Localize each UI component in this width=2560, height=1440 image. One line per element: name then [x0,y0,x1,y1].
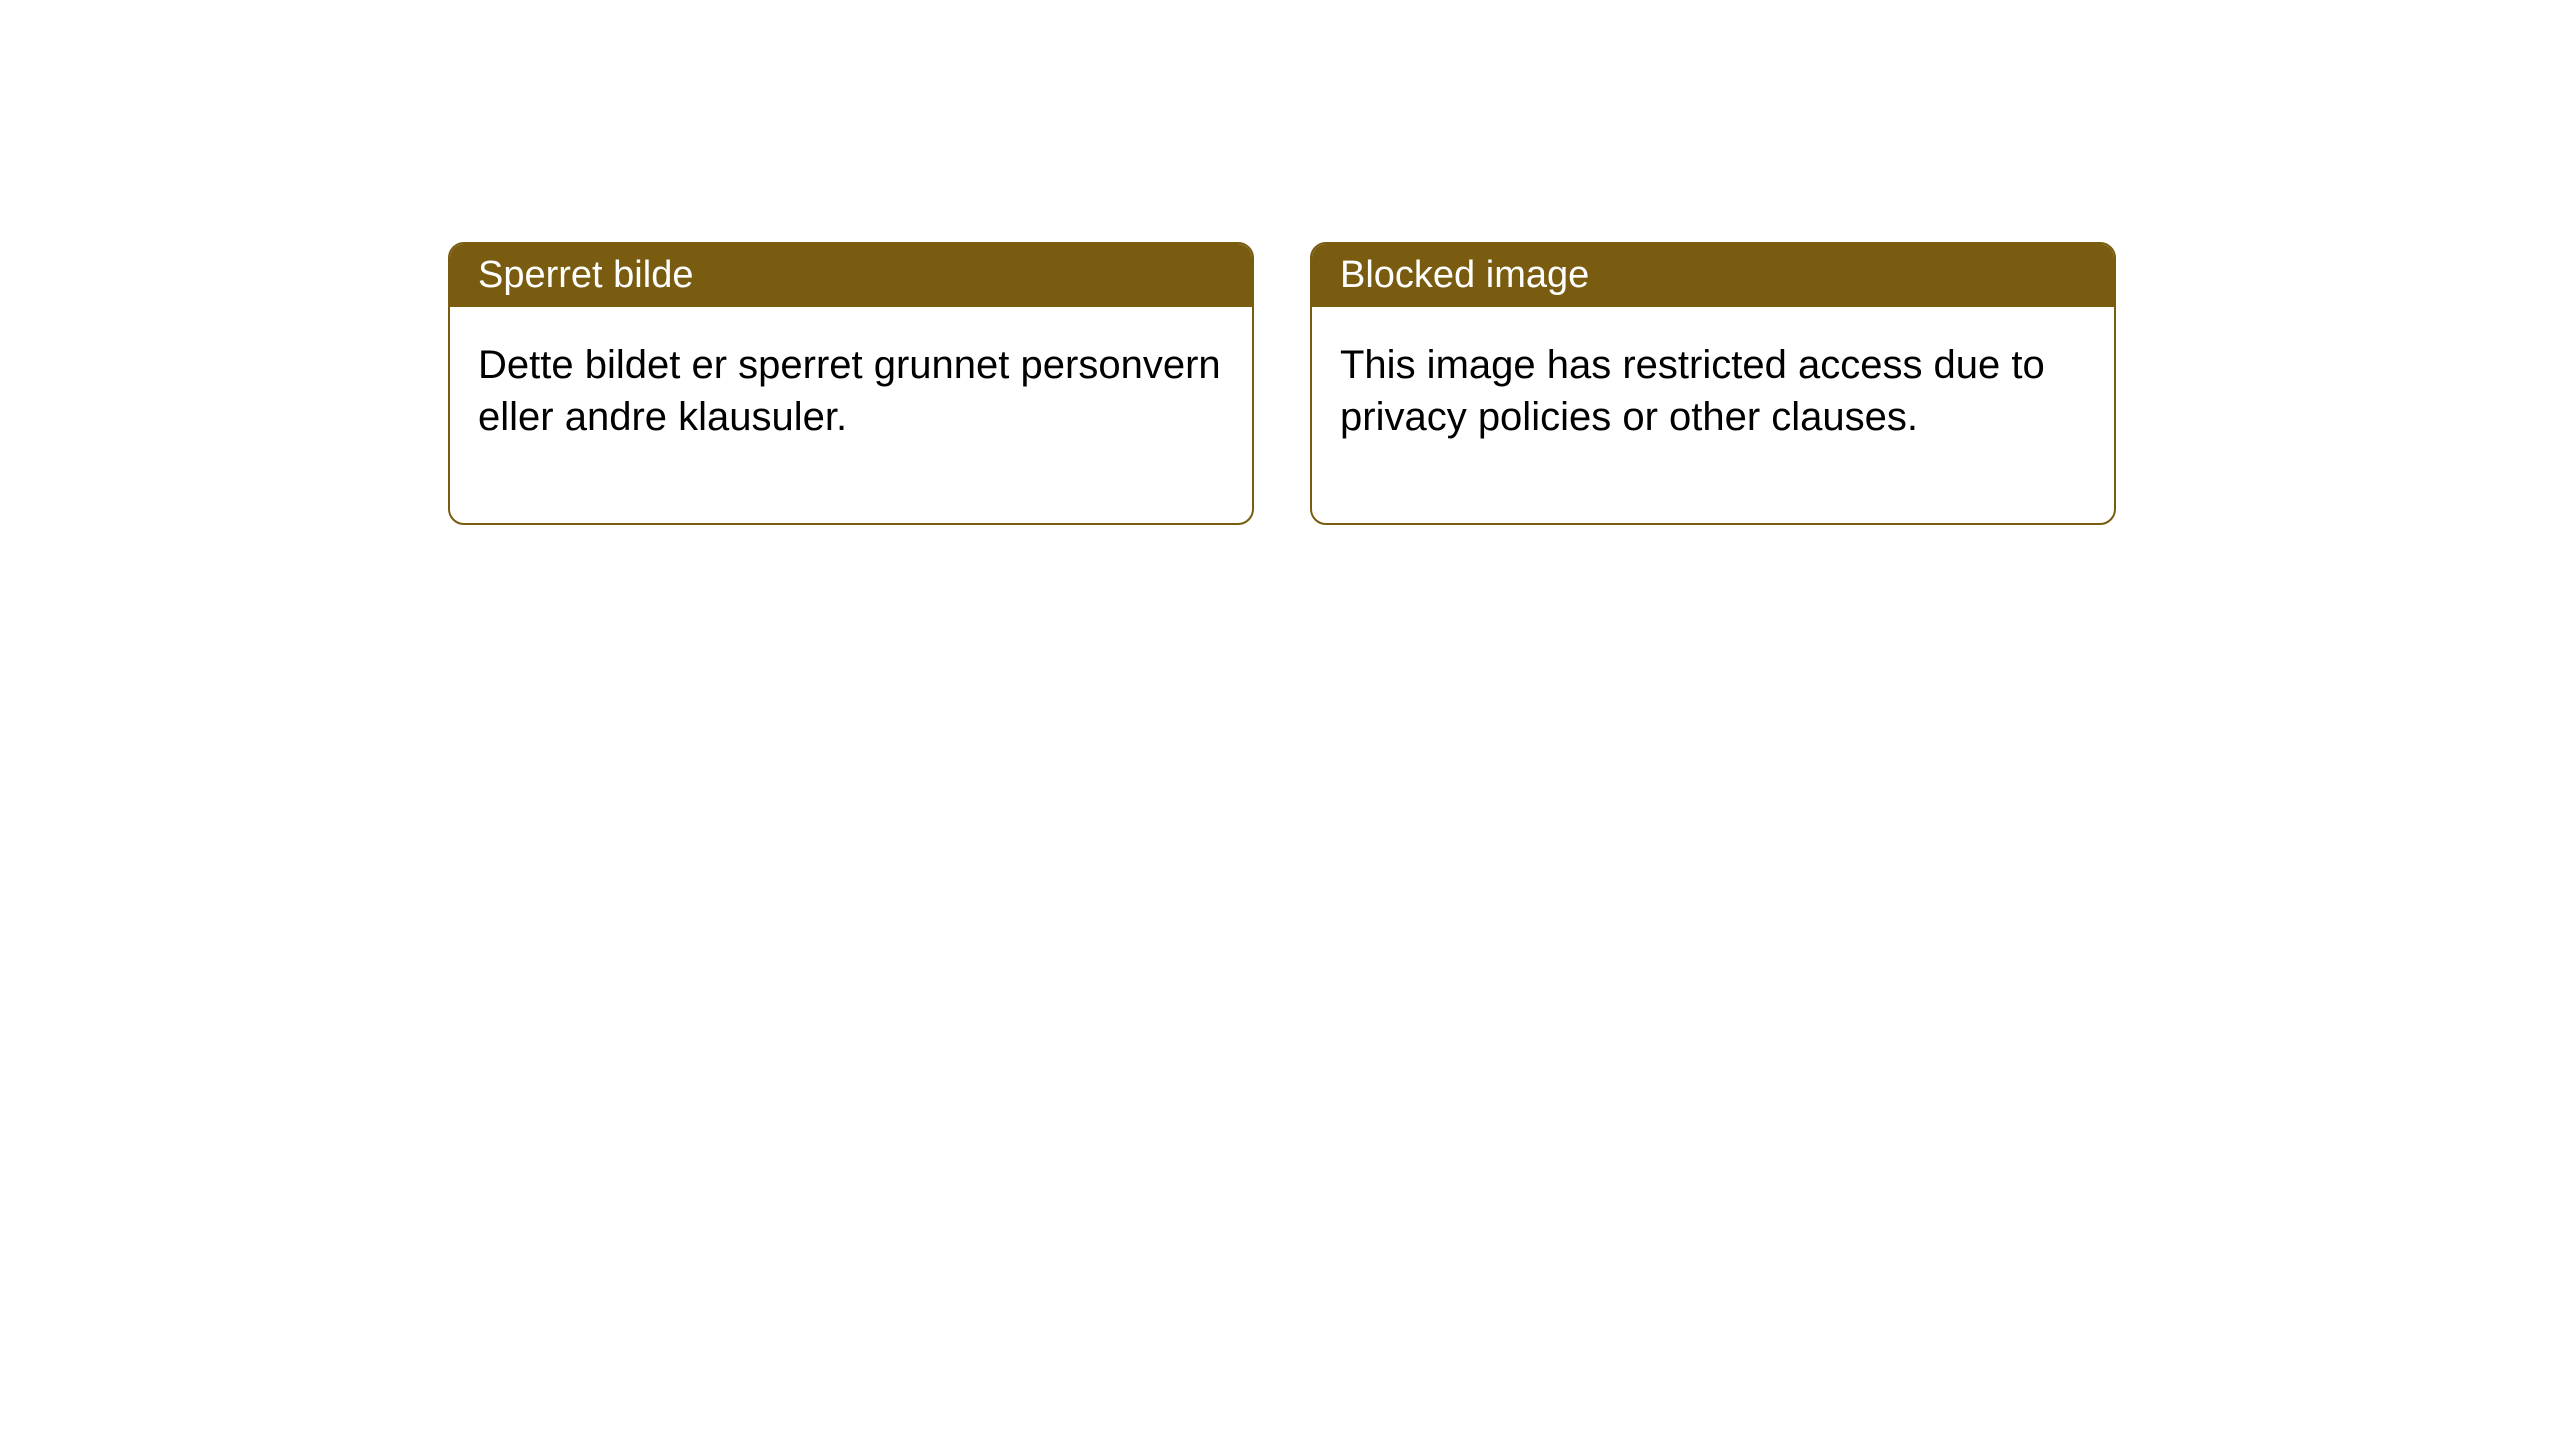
notice-container: Sperret bilde Dette bildet er sperret gr… [0,0,2560,525]
card-body: Dette bildet er sperret grunnet personve… [450,307,1252,523]
card-body-text: Dette bildet er sperret grunnet personve… [478,343,1221,439]
card-title: Sperret bilde [478,254,693,296]
blocked-image-card-norwegian: Sperret bilde Dette bildet er sperret gr… [448,242,1254,525]
blocked-image-card-english: Blocked image This image has restricted … [1310,242,2116,525]
card-body: This image has restricted access due to … [1312,307,2114,523]
card-body-text: This image has restricted access due to … [1340,343,2045,439]
card-header: Sperret bilde [450,244,1252,307]
card-title: Blocked image [1340,254,1589,296]
card-header: Blocked image [1312,244,2114,307]
